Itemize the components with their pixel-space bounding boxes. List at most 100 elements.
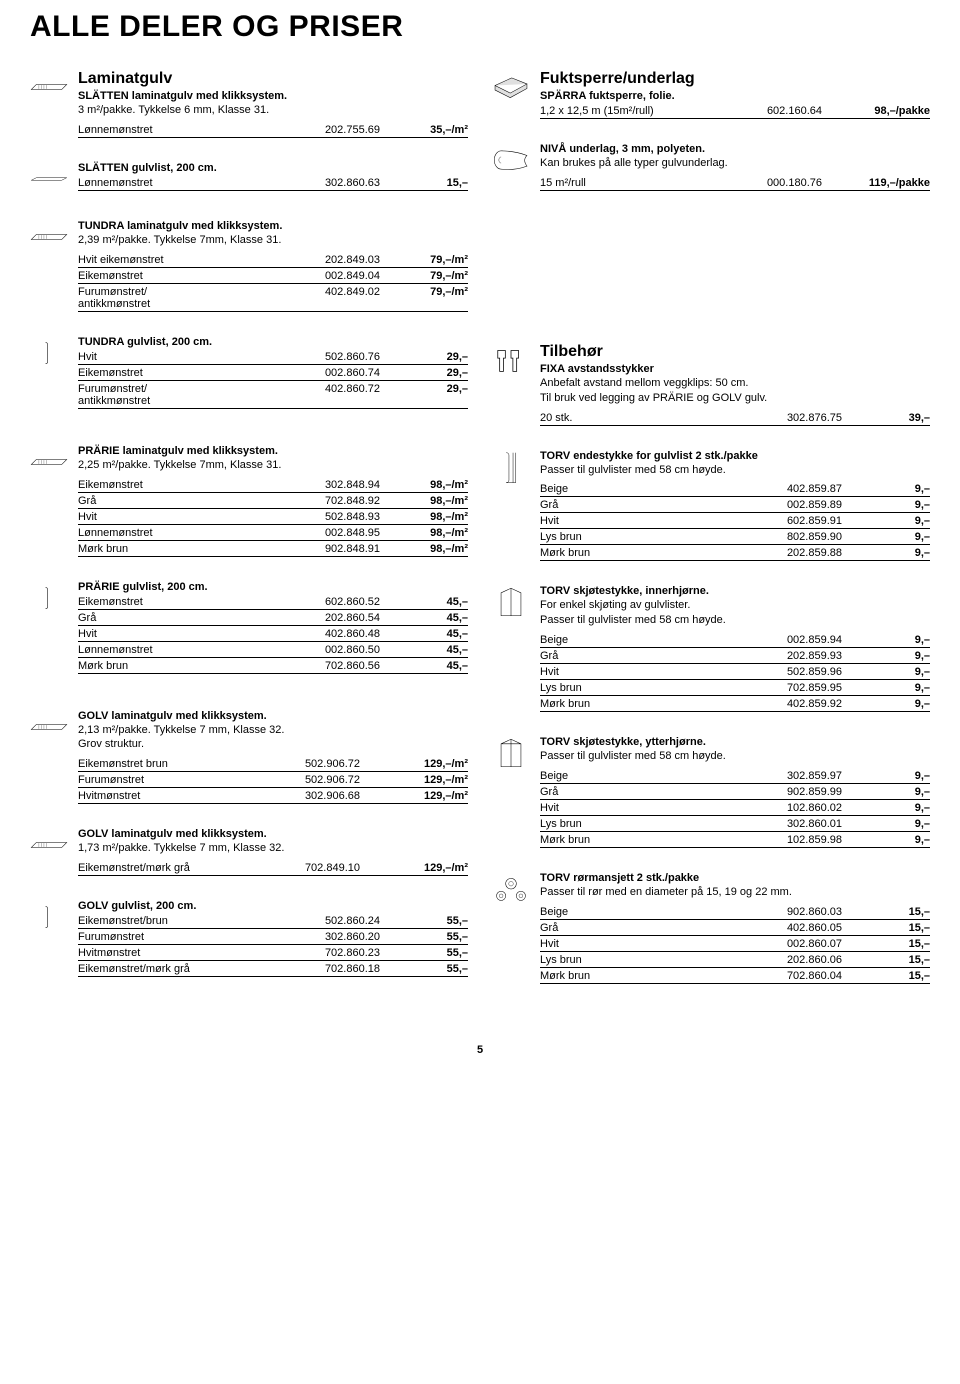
row-price: 15,– [850, 954, 930, 966]
row-article: 502.906.72 [280, 758, 360, 770]
row-article: 702.859.95 [762, 682, 842, 694]
row-article: 702.860.04 [762, 970, 842, 982]
row-price: 98,–/m² [388, 543, 468, 555]
sec-sub: PRÄRIE laminatgulv med klikksystem. [78, 445, 468, 457]
plank-icon [30, 445, 68, 479]
table-row: Hvit502.860.7629,– [78, 349, 468, 365]
table-row: 15 m²/rull000.180.76119,–/pakke [540, 175, 930, 191]
table-row: Eikemønstret/brun502.860.2455,– [78, 913, 468, 929]
row-article: 202.849.03 [300, 254, 380, 266]
row-article: 402.859.87 [762, 483, 842, 495]
table-row: Mørk brun702.860.5645,– [78, 658, 468, 674]
table-row: Grå202.860.5445,– [78, 610, 468, 626]
sec-sub: SLÄTTEN laminatgulv med klikksystem. [78, 90, 468, 102]
table-row: Hvit102.860.029,– [540, 800, 930, 816]
row-name: Furumønstret/ antikkmønstret [78, 383, 292, 407]
section-torv-ytter: TORV skjøtestykke, ytterhjørne. Passer t… [492, 736, 930, 848]
row-article: 402.849.02 [300, 286, 380, 298]
row-price: 9,– [850, 802, 930, 814]
table-row: Furumønstret502.906.72129,–/m² [78, 772, 468, 788]
table-row: Hvit002.860.0715,– [540, 936, 930, 952]
row-price: 9,– [850, 531, 930, 543]
sec-desc: 1,73 m²/pakke. Tykkelse 7 mm, Klasse 32. [78, 841, 468, 856]
row-article: 502.906.72 [280, 774, 360, 786]
row-article: 702.849.10 [280, 862, 360, 874]
row-name: Eikemønstret [78, 596, 292, 608]
folded-icon [492, 70, 530, 104]
row-name: Mørk brun [540, 970, 754, 982]
row-name: Lys brun [540, 682, 754, 694]
sec-sub: TORV endestykke for gulvlist 2 stk./pakk… [540, 450, 930, 462]
row-price: 15,– [388, 177, 468, 189]
row-article: 002.859.94 [762, 634, 842, 646]
table-row: Eikemønstret brun502.906.72129,–/m² [78, 756, 468, 772]
section-torv-inner: TORV skjøtestykke, innerhjørne. For enke… [492, 585, 930, 712]
endpiece-icon [492, 450, 530, 484]
row-article: 102.860.02 [762, 802, 842, 814]
skirt-icon [30, 336, 68, 370]
sec-sub: SLÄTTEN gulvlist, 200 cm. [78, 162, 468, 174]
section-torv-ende: TORV endestykke for gulvlist 2 stk./pakk… [492, 450, 930, 562]
row-name: Eikemønstret [78, 479, 292, 491]
row-price: 9,– [850, 818, 930, 830]
page-title: ALLE DELER OG PRISER [30, 10, 930, 44]
row-article: 602.859.91 [762, 515, 842, 527]
row-article: 302.859.97 [762, 770, 842, 782]
row-article: 502.860.76 [300, 351, 380, 363]
table-row: Hvit402.860.4845,– [78, 626, 468, 642]
row-price: 79,–/m² [388, 270, 468, 282]
sec-desc: 2,25 m²/pakke. Tykkelse 7mm, Klasse 31. [78, 458, 468, 473]
table-row: Eikemønstret/mørk grå702.849.10129,–/m² [78, 860, 468, 876]
row-name: Grå [540, 922, 754, 934]
right-column: Fuktsperre/underlag SPÄRRA fuktsperre, f… [492, 70, 930, 1008]
row-name: Grå [540, 499, 754, 511]
row-name: Grå [540, 786, 754, 798]
table-row: Lys brun802.859.909,– [540, 529, 930, 545]
row-price: 29,– [388, 367, 468, 379]
row-price: 9,– [850, 499, 930, 511]
sec-sub: GOLV laminatgulv med klikksystem. [78, 710, 468, 722]
row-name: Hvit [540, 938, 754, 950]
row-price: 98,–/pakke [830, 105, 930, 117]
row-price: 9,– [850, 786, 930, 798]
row-article: 902.860.03 [762, 906, 842, 918]
row-article: 202.860.06 [762, 954, 842, 966]
row-price: 15,– [850, 906, 930, 918]
sec-desc: 3 m²/pakke. Tykkelse 6 mm, Klasse 31. [78, 103, 468, 118]
row-name: Hvit [78, 351, 292, 363]
row-article: 902.859.99 [762, 786, 842, 798]
sec-sub: FIXA avstandsstykker [540, 363, 930, 375]
section-torv-ror: TORV rørmansjett 2 stk./pakke Passer til… [492, 872, 930, 984]
section-prarie-gulvlist: PRÄRIE gulvlist, 200 cm. Eikemønstret602… [30, 581, 468, 674]
section-niva: NIVÅ underlag, 3 mm, polyeten. Kan bruke… [492, 143, 930, 191]
plank-icon [30, 828, 68, 862]
sec-sub: SPÄRRA fuktsperre, folie. [540, 90, 930, 102]
sec-sub: TUNDRA gulvlist, 200 cm. [78, 336, 468, 348]
table-row: Lønnemønstret002.860.5045,– [78, 642, 468, 658]
innercorner-icon [492, 585, 530, 619]
section-fuktsperre: Fuktsperre/underlag SPÄRRA fuktsperre, f… [492, 70, 930, 119]
table-row: Hvit502.859.969,– [540, 664, 930, 680]
row-article: 702.848.92 [300, 495, 380, 507]
row-article: 502.860.24 [300, 915, 380, 927]
table-row: Eikemønstret/mørk grå702.860.1855,– [78, 961, 468, 977]
row-price: 55,– [388, 931, 468, 943]
section-slatten-gulvlist: SLÄTTEN gulvlist, 200 cm. Lønnemønstret3… [30, 162, 468, 196]
row-article: 302.906.68 [280, 790, 360, 802]
row-article: 202.859.93 [762, 650, 842, 662]
row-article: 702.860.56 [300, 660, 380, 672]
section-golv-gulvlist: GOLV gulvlist, 200 cm. Eikemønstret/brun… [30, 900, 468, 977]
row-name: Furumønstret/ antikkmønstret [78, 286, 292, 310]
table-row: Lønnemønstret302.860.6315,– [78, 175, 468, 191]
row-name: Eikemønstret/brun [78, 915, 292, 927]
sec-title: Laminatgulv [78, 70, 468, 88]
sec-sub: TORV skjøtestykke, innerhjørne. [540, 585, 930, 597]
section-golv1: GOLV laminatgulv med klikksystem. 2,13 m… [30, 710, 468, 805]
row-price: 9,– [850, 666, 930, 678]
sec-sub: PRÄRIE gulvlist, 200 cm. [78, 581, 468, 593]
outercorner-icon [492, 736, 530, 770]
row-name: Hvit [540, 666, 754, 678]
table-row: Eikemønstret302.848.9498,–/m² [78, 477, 468, 493]
table-row: Beige402.859.879,– [540, 481, 930, 497]
plank-icon [30, 710, 68, 744]
